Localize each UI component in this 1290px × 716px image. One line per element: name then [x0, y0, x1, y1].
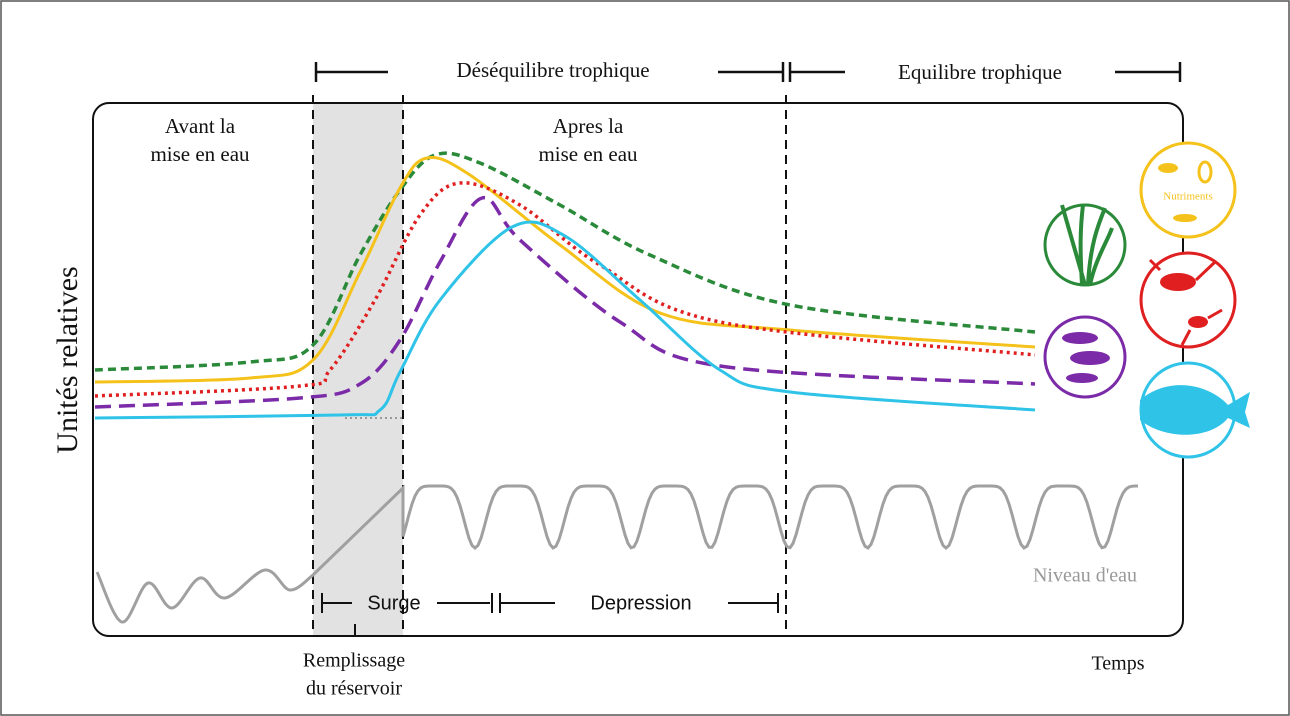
water-level-label: Niveau d'eau: [1033, 565, 1137, 587]
after-label: mise en eau: [538, 142, 638, 166]
before-label: Avant la: [165, 114, 236, 138]
filling-shade: [313, 103, 403, 636]
filling-label: Remplissage: [303, 650, 405, 672]
purple-curve: [94, 196, 1036, 409]
green-curve: [94, 151, 1036, 372]
after-label: Apres la: [553, 114, 624, 138]
icons: Nutriments: [1043, 141, 1250, 459]
water-level-curve: [95, 484, 1138, 624]
blue-curve: [94, 220, 1036, 420]
curves: [94, 151, 1138, 624]
before-label: mise en eau: [150, 142, 250, 166]
yellow-curve: [94, 156, 1036, 384]
balance-label: Equilibre trophique: [898, 60, 1062, 84]
surge-label: Surge: [367, 592, 420, 614]
depression-label: Depression: [590, 592, 691, 614]
x-axis-label: Temps: [1091, 653, 1144, 675]
filling-label: du réservoir: [306, 678, 402, 700]
nutrients-label: Nutriments: [1163, 191, 1213, 203]
y-axis-label: Unités relatives: [51, 266, 84, 453]
top-brackets: [314, 62, 1182, 82]
surge-brackets: [321, 593, 779, 613]
imbalance-label: Déséquilibre trophique: [456, 58, 649, 82]
red-curve: [94, 181, 1036, 398]
